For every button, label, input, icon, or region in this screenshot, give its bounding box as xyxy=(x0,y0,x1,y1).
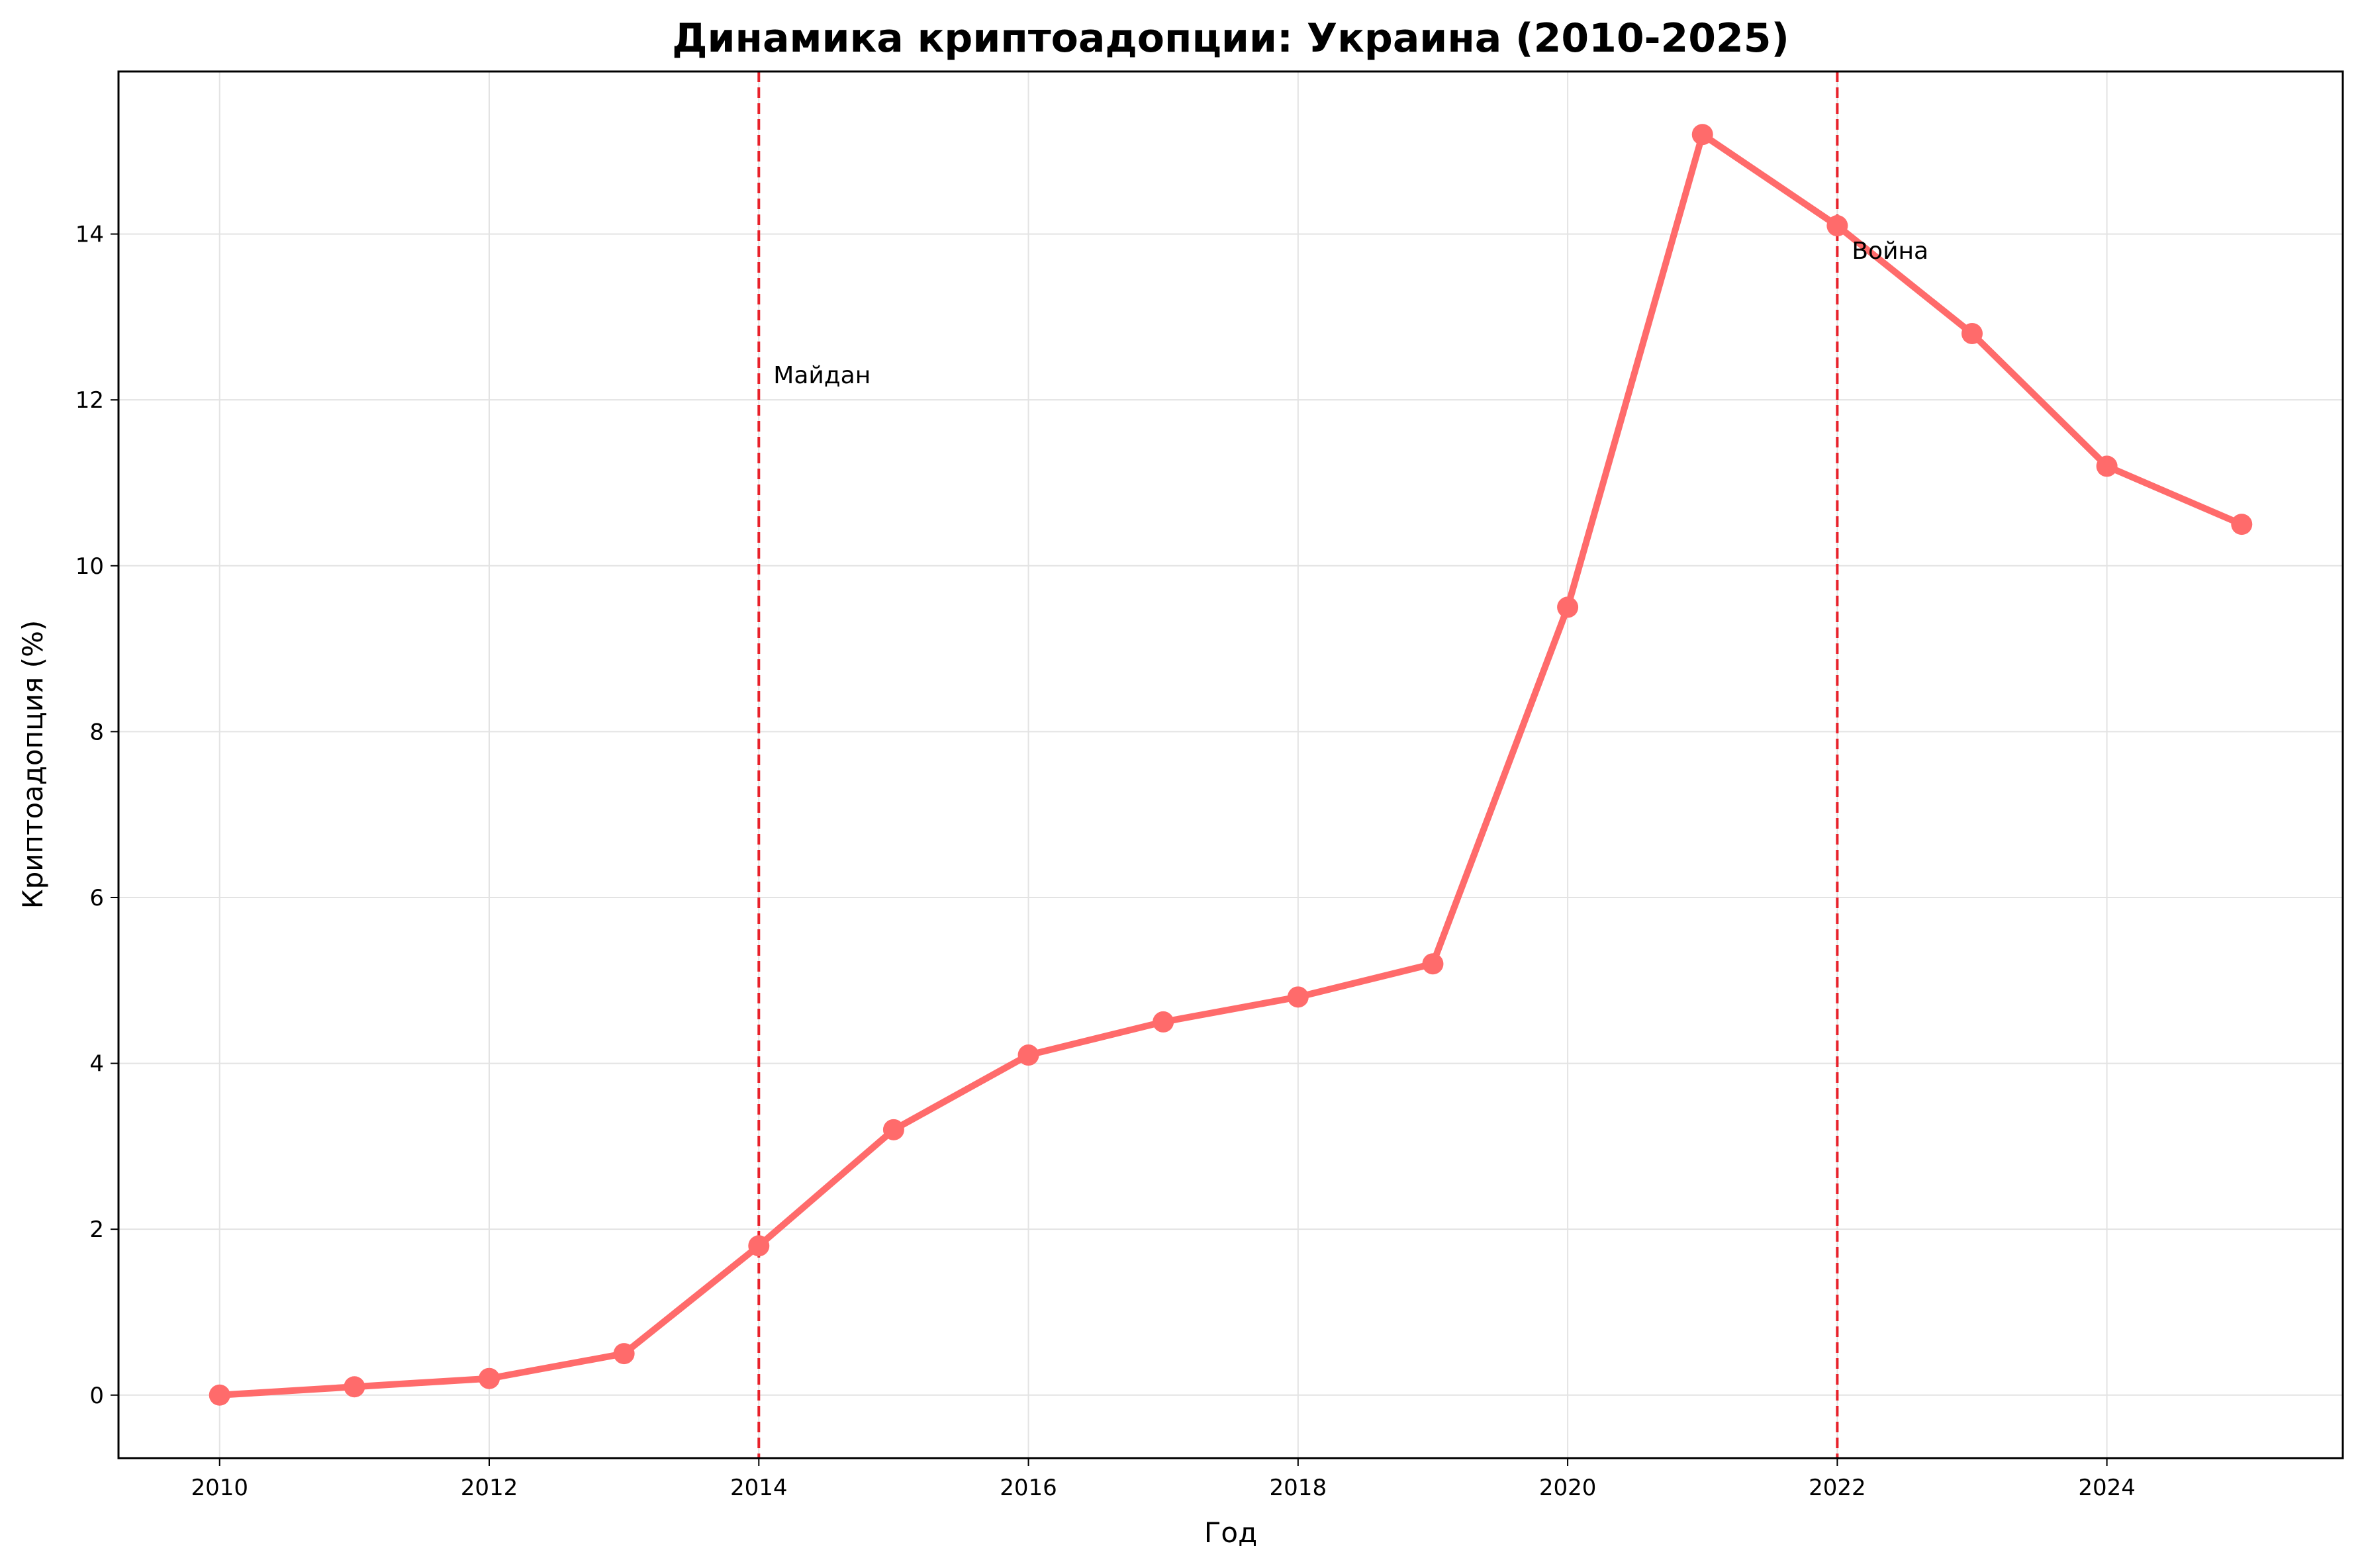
data-point xyxy=(1017,1044,1039,1066)
x-tick-label: 2022 xyxy=(1809,1475,1866,1501)
y-tick-label: 10 xyxy=(75,553,104,580)
y-tick-label: 8 xyxy=(89,719,104,745)
annotation-label: Майдан xyxy=(773,362,871,389)
x-tick-label: 2010 xyxy=(191,1475,248,1501)
x-tick-label: 2016 xyxy=(1000,1475,1057,1501)
y-tick-label: 12 xyxy=(75,387,104,414)
data-point xyxy=(2231,514,2253,535)
y-tick-label: 14 xyxy=(75,222,104,248)
data-point xyxy=(2096,455,2118,477)
series-group xyxy=(209,124,2253,1406)
data-point xyxy=(1826,215,1848,237)
y-axis-ticks: 0 2 4 6 8 10 12 14 xyxy=(75,222,118,1409)
data-point xyxy=(1961,322,1983,344)
data-point xyxy=(1153,1011,1174,1033)
y-tick-label: 2 xyxy=(89,1217,104,1243)
y-tick-label: 4 xyxy=(89,1051,104,1078)
data-point xyxy=(1422,953,1444,975)
y-tick-label: 6 xyxy=(89,885,104,911)
x-tick-label: 2020 xyxy=(1539,1475,1597,1501)
data-point xyxy=(613,1343,635,1365)
x-axis-label: Год xyxy=(1204,1516,1257,1549)
series-line xyxy=(216,131,2245,1399)
x-tick-label: 2018 xyxy=(1270,1475,1327,1501)
y-axis-label: Криптоадопция (%) xyxy=(17,620,49,909)
annotations: Майдан Война xyxy=(773,238,1928,389)
data-point xyxy=(1557,596,1579,618)
annotation-label: Война xyxy=(1852,238,1928,265)
data-point xyxy=(344,1376,365,1398)
data-point xyxy=(209,1384,230,1406)
data-point xyxy=(882,1119,904,1140)
x-axis-ticks: 2010 2012 2014 2016 2018 2020 2022 2024 xyxy=(191,1458,2136,1501)
plot-frame xyxy=(117,70,2344,1459)
y-tick-label: 0 xyxy=(89,1383,104,1409)
x-tick-label: 2012 xyxy=(461,1475,518,1501)
data-point xyxy=(748,1235,770,1257)
reference-lines xyxy=(757,71,1839,1458)
data-point xyxy=(479,1367,500,1389)
data-point xyxy=(1691,124,1713,146)
x-tick-label: 2024 xyxy=(2078,1475,2136,1501)
data-point xyxy=(1287,986,1309,1008)
x-tick-label: 2014 xyxy=(730,1475,788,1501)
chart-title: Динамика криптоадопции: Украина (2010-20… xyxy=(672,15,1789,62)
grid-lines xyxy=(118,71,2343,1458)
